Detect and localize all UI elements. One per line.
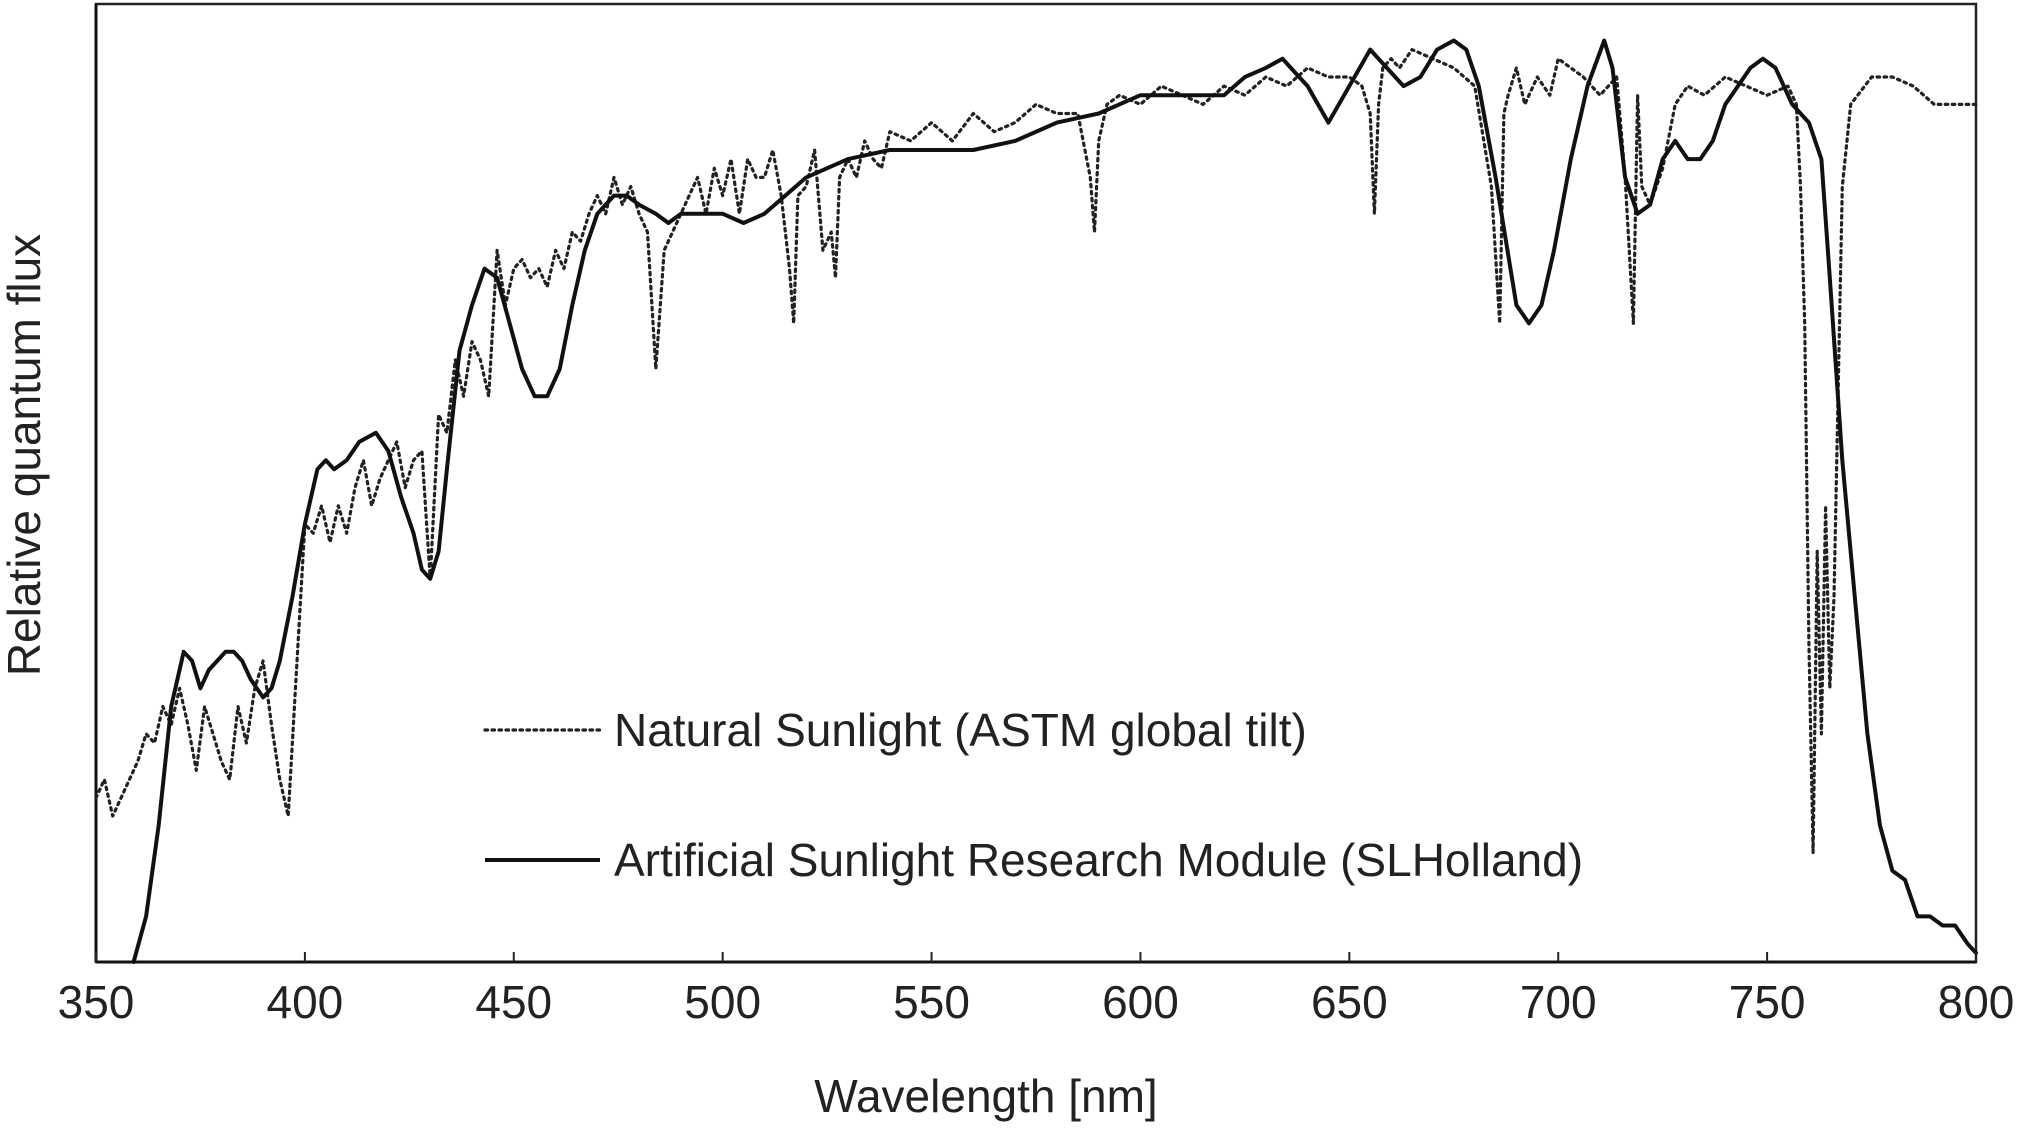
x-tick-label-550: 550 xyxy=(893,976,970,1028)
x-tick-label-450: 450 xyxy=(475,976,552,1028)
legend: Natural Sunlight (ASTM global tilt) Arti… xyxy=(483,704,1583,886)
y-axis-title: Relative quantum flux xyxy=(0,234,50,676)
x-tick-label-400: 400 xyxy=(267,976,344,1028)
x-tick-label-600: 600 xyxy=(1102,976,1179,1028)
series-layer xyxy=(94,38,1978,964)
series-artificial-sunlight xyxy=(131,38,1978,964)
legend-label-natural-sunlight: Natural Sunlight (ASTM global tilt) xyxy=(614,704,1307,756)
x-tick-label-700: 700 xyxy=(1520,976,1597,1028)
x-tick-label-350: 350 xyxy=(58,976,135,1028)
legend-label-artificial-sunlight: Artificial Sunlight Research Module (SLH… xyxy=(614,834,1583,886)
x-tick-label-500: 500 xyxy=(684,976,761,1028)
x-axis-ticks: 350 400 450 500 550 600 650 700 750 800 xyxy=(58,952,2015,1028)
x-axis-title: Wavelength [nm] xyxy=(814,1070,1157,1122)
x-tick-label-800: 800 xyxy=(1938,976,2015,1028)
x-tick-label-750: 750 xyxy=(1729,976,1806,1028)
series-natural-sunlight xyxy=(94,48,1978,855)
plot-area xyxy=(94,2,1978,964)
x-tick-label-650: 650 xyxy=(1311,976,1388,1028)
